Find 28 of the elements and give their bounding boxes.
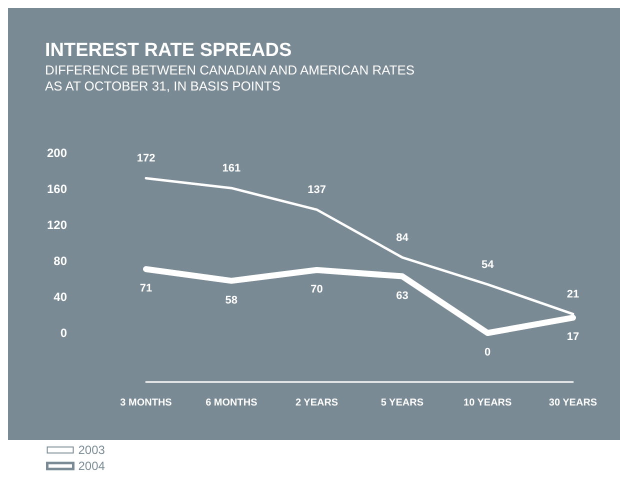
x-tick-label: 2 YEARS [295, 398, 338, 408]
x-tick-label: 5 YEARS [380, 398, 424, 408]
data-label: 58 [225, 294, 238, 306]
data-label: 161 [222, 162, 241, 175]
data-label: 63 [396, 290, 408, 302]
data-label: 71 [140, 282, 152, 295]
data-label: 0 [484, 346, 491, 358]
y-tick-label: 200 [46, 146, 68, 160]
y-tick-label: 40 [54, 290, 68, 304]
data-label: 70 [310, 284, 323, 296]
y-tick-label: 160 [46, 182, 68, 196]
x-tick-label: 3 MONTHS [120, 398, 172, 408]
legend-label: 2003 [78, 443, 106, 457]
data-label: 17 [566, 331, 580, 344]
chart-subtitle: DIFFERENCE BETWEEN CANADIAN AND AMERICAN RATES AS AT OCTOBER 31, IN BASIS POINTS [45, 62, 415, 94]
x-tick-label: 6 MONTHS [206, 398, 258, 408]
data-label: 172 [136, 152, 156, 165]
y-tick-label: 0 [60, 326, 68, 340]
chart-title: INTEREST RATE SPREADS [45, 40, 292, 61]
data-label: 84 [396, 232, 410, 244]
x-tick-label: 10 YEARS [464, 398, 512, 408]
data-label: 54 [481, 258, 495, 271]
x-tick-label: 30 YEARS [548, 398, 598, 408]
y-tick-label: 80 [54, 254, 68, 268]
legend-label: 2004 [78, 459, 106, 473]
data-label: 21 [566, 288, 580, 301]
data-label: 137 [308, 184, 326, 196]
y-tick-label: 120 [46, 218, 68, 232]
